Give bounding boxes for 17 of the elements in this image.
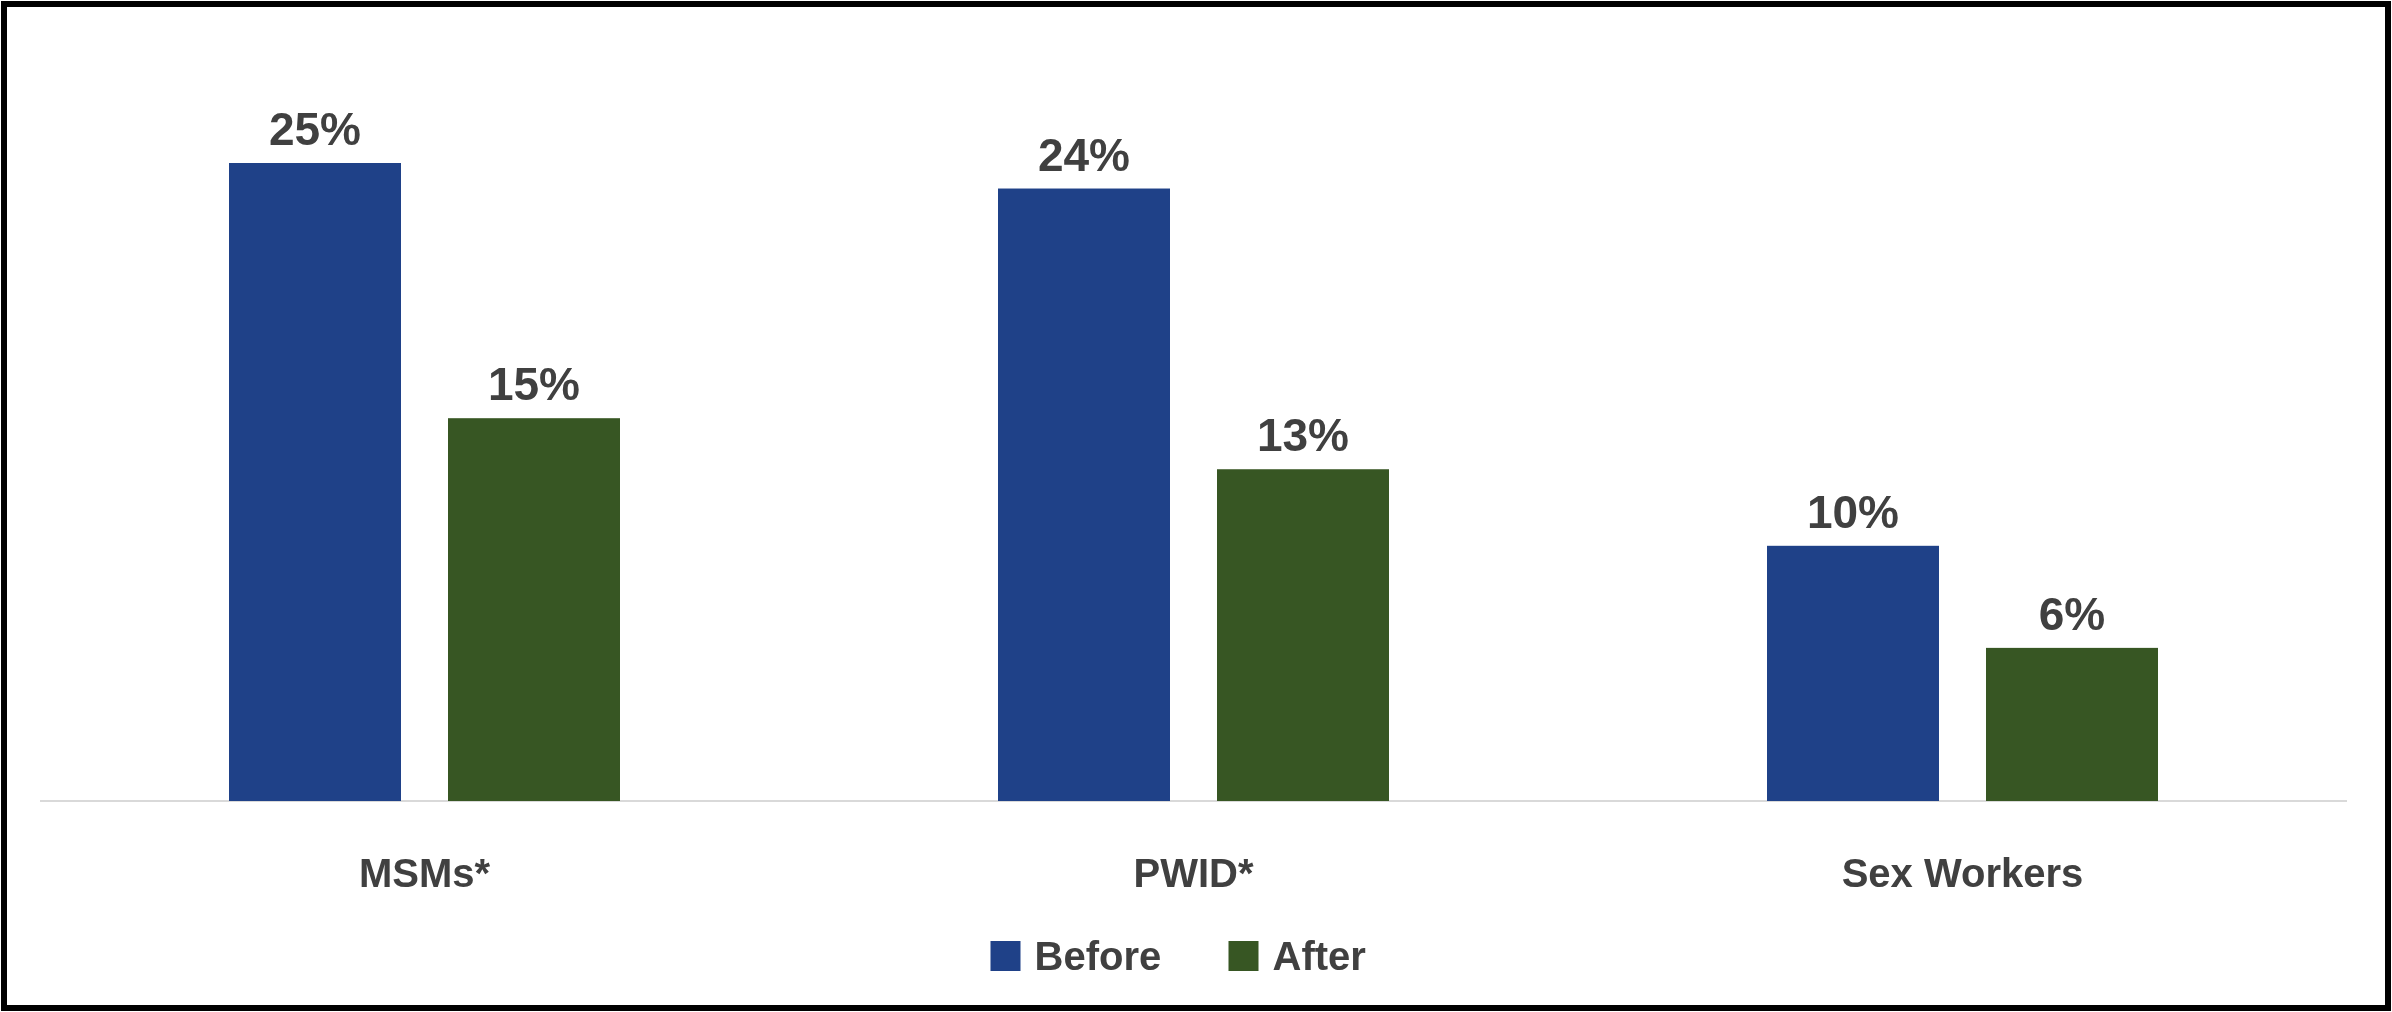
bar <box>1986 647 2158 801</box>
data-label: 15% <box>487 358 581 411</box>
x-tick-label: MSMs* <box>358 851 491 895</box>
bar <box>998 188 1170 801</box>
x-tick-label: PWID* <box>1133 851 1254 895</box>
bar <box>229 163 401 801</box>
data-label: 24% <box>1037 128 1131 181</box>
data-label: 13% <box>1256 409 1350 462</box>
bar <box>1767 545 1939 801</box>
data-label: 25% <box>268 103 362 155</box>
data-label: 6% <box>2038 587 2106 640</box>
data-label: 10% <box>1806 485 1900 538</box>
bar <box>1217 469 1389 801</box>
legend-label: Before <box>1034 934 1162 978</box>
bar <box>448 418 620 801</box>
x-tick-label: Sex Workers <box>1841 851 2084 895</box>
legend-label: After <box>1272 934 1366 978</box>
